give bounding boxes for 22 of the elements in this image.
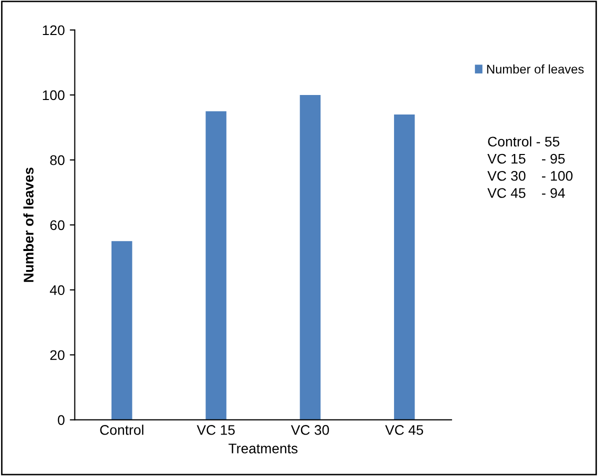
text: VC 15 - 95 bbox=[487, 154, 565, 164]
bar bbox=[111, 241, 132, 420]
x-tick-label: VC 30 bbox=[290, 425, 329, 435]
y-tick-label: 60 bbox=[50, 220, 64, 230]
y-tick-label: 0 bbox=[58, 415, 64, 425]
y-tick-label: 40 bbox=[50, 285, 64, 296]
bar bbox=[206, 111, 226, 420]
x-tick-label: VC 15 bbox=[196, 425, 235, 435]
x-tick-label: Control bbox=[100, 424, 144, 435]
text: VC 30 - 100 bbox=[487, 170, 573, 181]
bar bbox=[394, 114, 415, 420]
y-tick-label: 80 bbox=[50, 155, 64, 166]
x-axis-title: Treatments bbox=[228, 444, 298, 454]
bar bbox=[300, 94, 321, 420]
y-tick-label: 120 bbox=[42, 25, 64, 36]
y-tick-label: 20 bbox=[50, 350, 64, 360]
legend-label: Number of leaves bbox=[487, 64, 584, 74]
x-tick-label: VC 45 bbox=[385, 425, 424, 435]
text: VC 45 - 94 bbox=[487, 188, 565, 198]
y-tick-label: 100 bbox=[42, 90, 64, 100]
text: Control - 55 bbox=[488, 136, 560, 147]
y-axis-title: Number of leaves bbox=[23, 168, 34, 282]
